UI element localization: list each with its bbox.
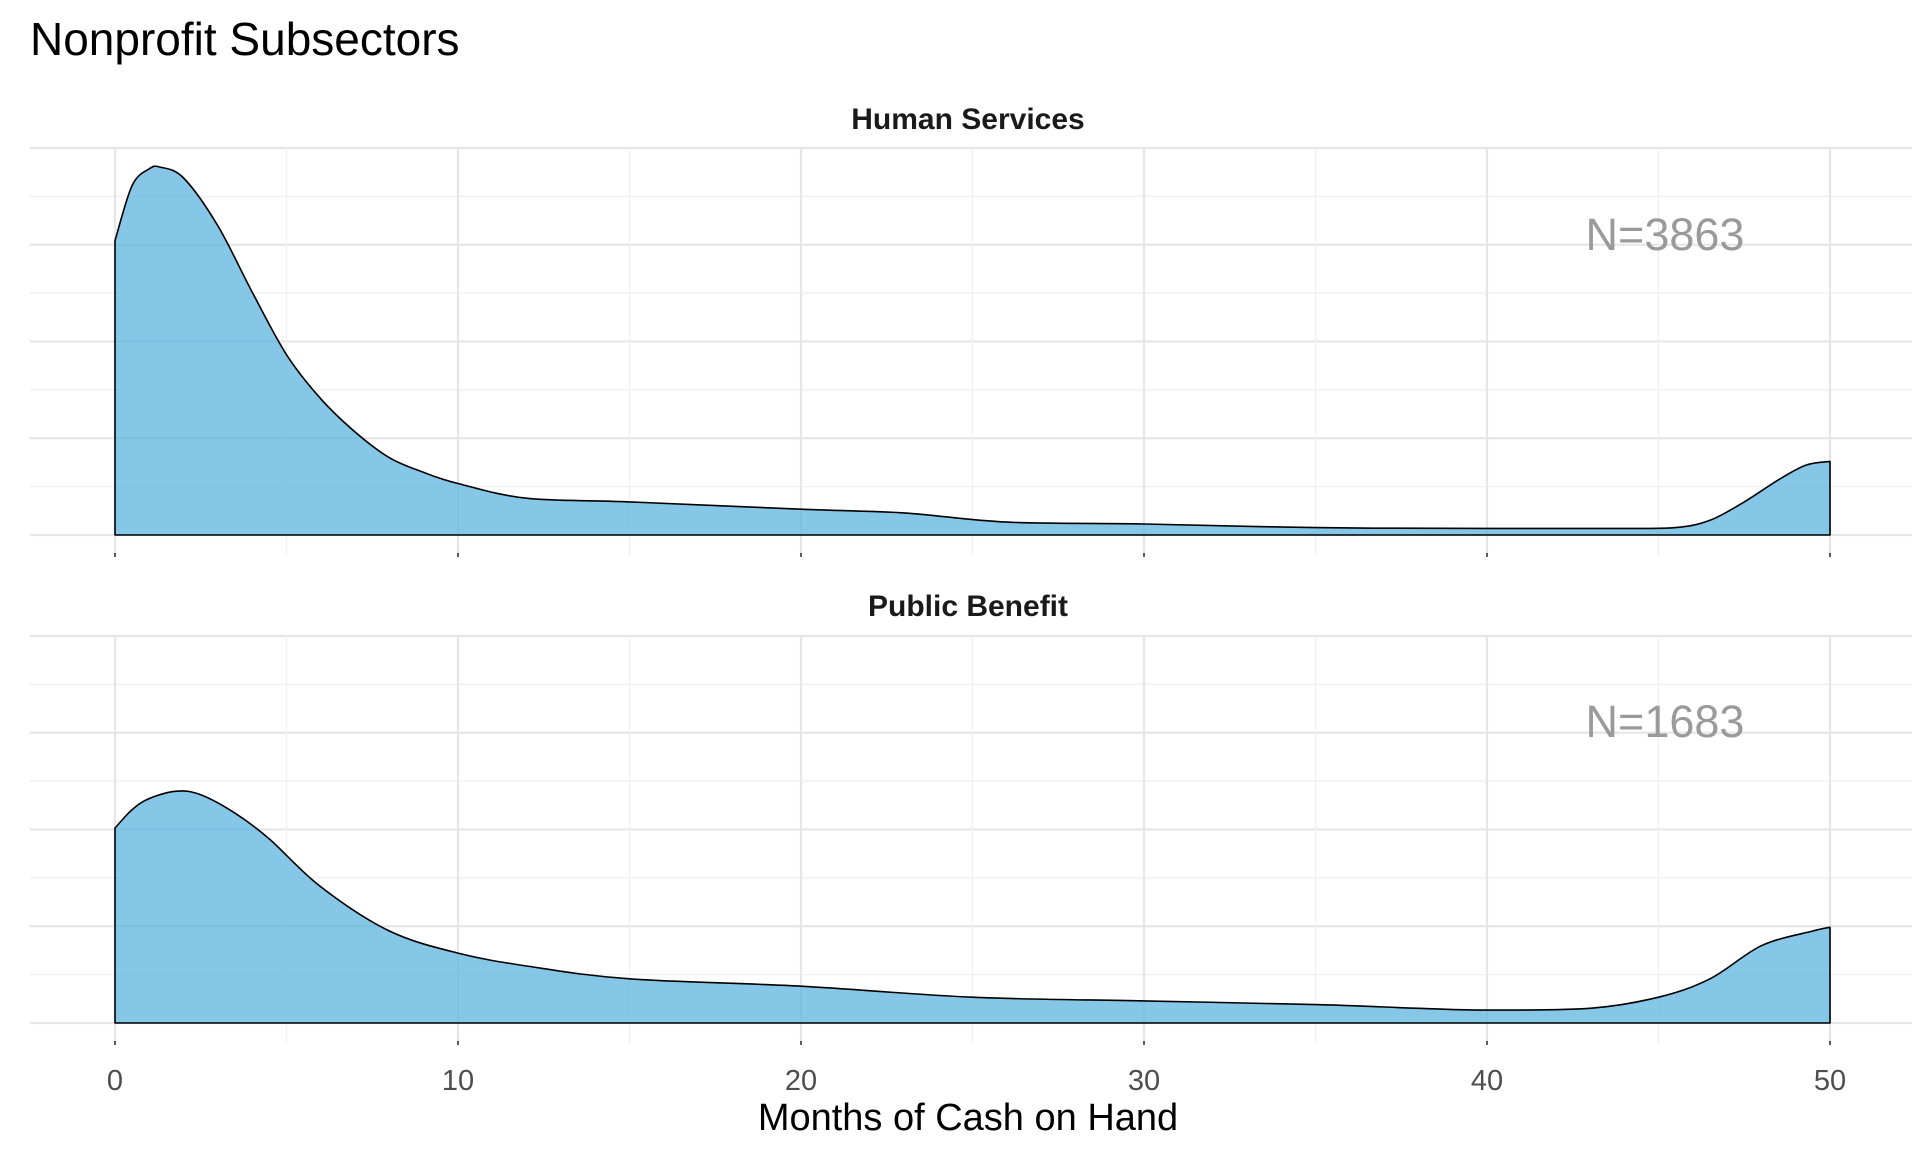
x-axis-tick-label: 0 xyxy=(107,1065,123,1097)
n-annotation-human-services: N=3863 xyxy=(1586,209,1745,260)
x-axis-tick-label: 20 xyxy=(785,1065,817,1097)
x-axis-title: Months of Cash on Hand xyxy=(758,1097,1178,1139)
chart-title: Nonprofit Subsectors xyxy=(30,13,460,65)
x-axis-tick-label: 50 xyxy=(1814,1065,1846,1097)
panel-human-services: Human Services N=3863 xyxy=(30,103,1912,555)
panel-public-benefit: Public Benefit N=1683 xyxy=(30,590,1912,1043)
x-axis-ticks-panel-1 xyxy=(114,553,1831,557)
x-axis-tick-labels: 0 10 20 30 40 50 xyxy=(107,1065,1846,1097)
n-annotation-public-benefit: N=1683 xyxy=(1586,696,1745,747)
x-axis-ticks-panel-2 xyxy=(114,1041,1831,1045)
x-axis-tick-label: 10 xyxy=(442,1065,474,1097)
density-area-human-services xyxy=(114,165,1831,536)
x-axis: 0 10 20 30 40 50 Months of Cash on Hand xyxy=(107,553,1846,1139)
panel-strip-label-public-benefit: Public Benefit xyxy=(868,590,1068,623)
x-axis-tick-label: 40 xyxy=(1471,1065,1503,1097)
density-area-public-benefit xyxy=(114,790,1831,1024)
x-axis-tick-label: 30 xyxy=(1128,1065,1160,1097)
panel-strip-label-human-services: Human Services xyxy=(851,103,1084,136)
